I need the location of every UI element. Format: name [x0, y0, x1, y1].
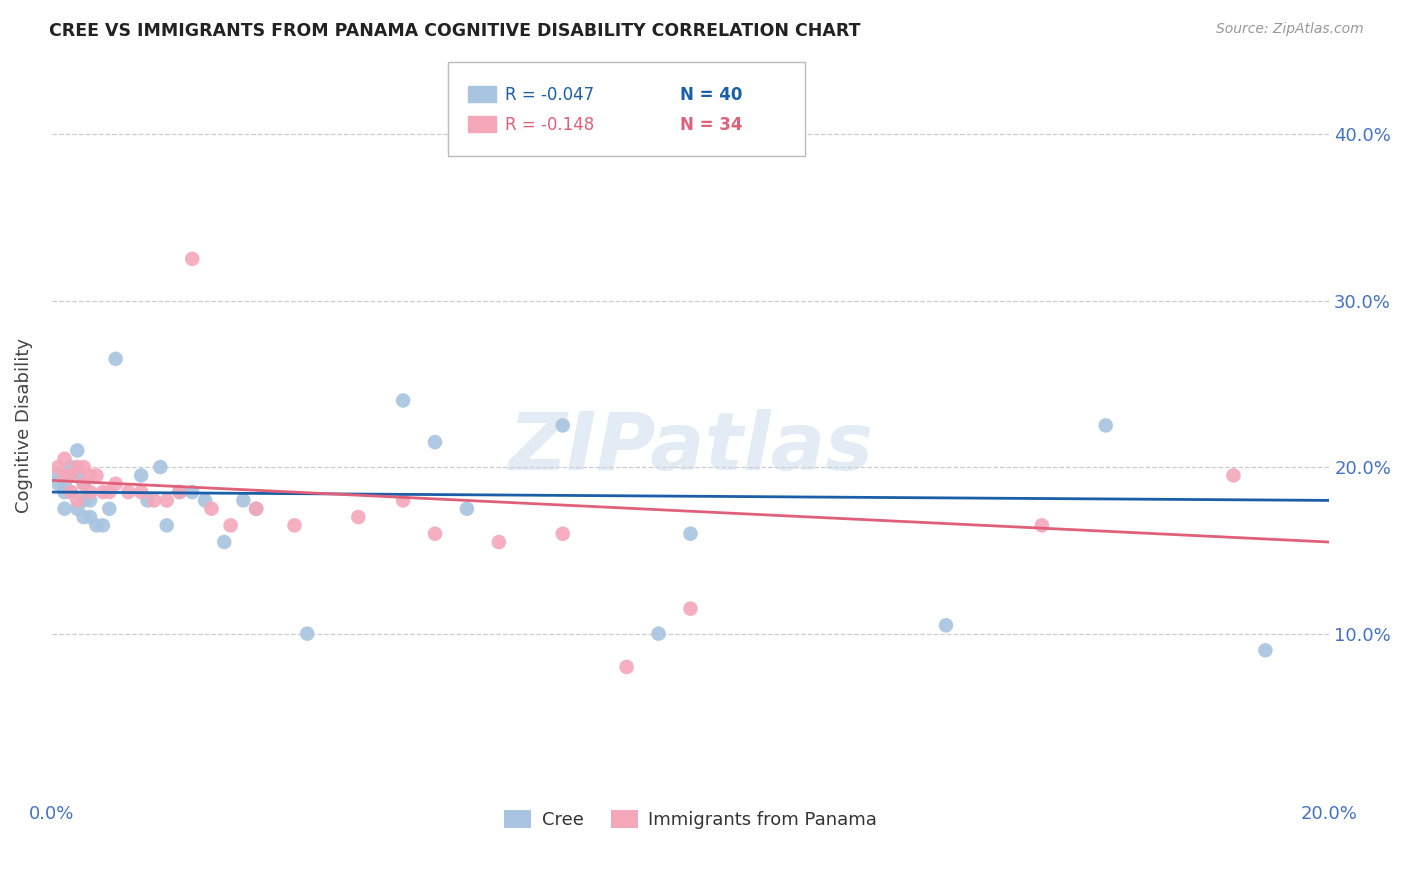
Point — [66, 443, 89, 458]
Point — [59, 485, 82, 500]
Point — [53, 451, 76, 466]
Point — [347, 510, 370, 524]
Point — [245, 501, 267, 516]
Point — [935, 618, 957, 632]
Point — [73, 460, 96, 475]
Point — [79, 468, 101, 483]
Point — [1094, 418, 1116, 433]
Text: Source: ZipAtlas.com: Source: ZipAtlas.com — [1216, 22, 1364, 37]
Point — [104, 351, 127, 366]
Point — [79, 485, 101, 500]
Point — [488, 535, 510, 549]
Point — [181, 485, 204, 500]
FancyBboxPatch shape — [447, 62, 806, 155]
Point — [66, 468, 89, 483]
Point — [551, 526, 574, 541]
Point — [232, 493, 254, 508]
Point — [392, 393, 415, 408]
Point — [283, 518, 305, 533]
Point — [129, 485, 152, 500]
Point — [142, 493, 165, 508]
Point — [53, 476, 76, 491]
Point — [53, 485, 76, 500]
Point — [53, 501, 76, 516]
Legend: Cree, Immigrants from Panama: Cree, Immigrants from Panama — [496, 803, 884, 836]
Point — [1031, 518, 1053, 533]
Point — [66, 493, 89, 508]
Point — [1254, 643, 1277, 657]
Point — [392, 493, 415, 508]
Point — [297, 626, 319, 640]
Point — [91, 518, 114, 533]
Point — [679, 526, 702, 541]
Point — [79, 510, 101, 524]
Point — [181, 252, 204, 266]
Point — [46, 468, 69, 483]
Point — [46, 460, 69, 475]
Point — [212, 535, 235, 549]
FancyBboxPatch shape — [468, 116, 496, 132]
Point — [66, 501, 89, 516]
Point — [86, 518, 108, 533]
Point — [1222, 468, 1244, 483]
Y-axis label: Cognitive Disability: Cognitive Disability — [15, 338, 32, 513]
Point — [219, 518, 242, 533]
Point — [53, 468, 76, 483]
Point — [59, 468, 82, 483]
Point — [200, 501, 222, 516]
Text: N = 34: N = 34 — [681, 116, 742, 134]
Point — [551, 418, 574, 433]
Point — [129, 468, 152, 483]
Point — [59, 460, 82, 475]
Point — [59, 485, 82, 500]
Text: ZIPatlas: ZIPatlas — [508, 409, 873, 487]
Point — [98, 501, 121, 516]
Point — [245, 501, 267, 516]
Point — [66, 460, 89, 475]
Point — [136, 493, 159, 508]
Point — [194, 493, 217, 508]
FancyBboxPatch shape — [468, 86, 496, 103]
Point — [46, 476, 69, 491]
Text: R = -0.047: R = -0.047 — [505, 86, 595, 103]
Point — [98, 485, 121, 500]
Point — [73, 476, 96, 491]
Point — [456, 501, 478, 516]
Point — [423, 435, 446, 450]
Point — [117, 485, 139, 500]
Point — [73, 510, 96, 524]
Point — [679, 601, 702, 615]
Point — [59, 468, 82, 483]
Point — [169, 485, 191, 500]
Point — [86, 468, 108, 483]
Point — [91, 485, 114, 500]
Point — [73, 493, 96, 508]
Point — [156, 518, 179, 533]
Text: N = 40: N = 40 — [681, 86, 742, 103]
Point — [616, 660, 638, 674]
Text: CREE VS IMMIGRANTS FROM PANAMA COGNITIVE DISABILITY CORRELATION CHART: CREE VS IMMIGRANTS FROM PANAMA COGNITIVE… — [49, 22, 860, 40]
Point — [73, 476, 96, 491]
Point — [423, 526, 446, 541]
Point — [647, 626, 669, 640]
Point — [104, 476, 127, 491]
Point — [169, 485, 191, 500]
Point — [79, 493, 101, 508]
Text: R = -0.148: R = -0.148 — [505, 116, 595, 134]
Point — [156, 493, 179, 508]
Point — [149, 460, 172, 475]
